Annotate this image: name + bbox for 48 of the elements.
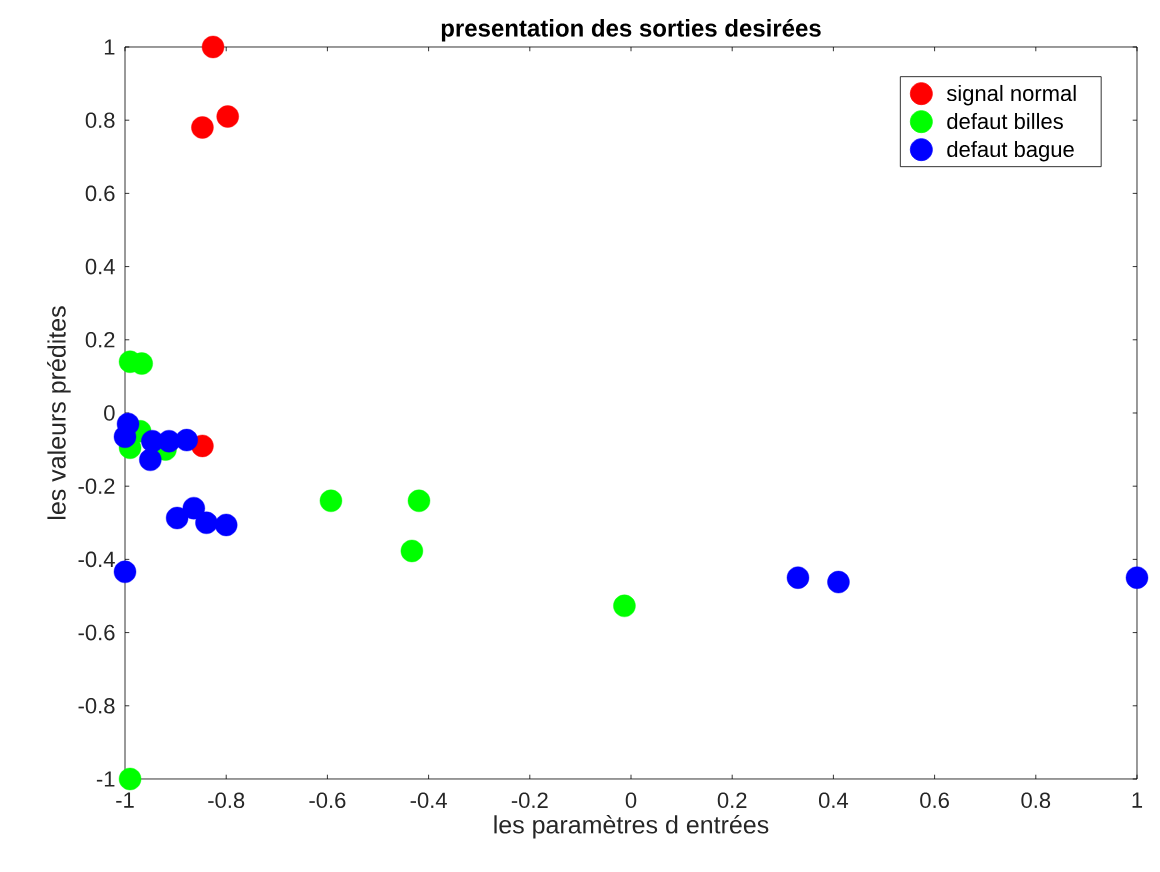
point bbox=[201, 35, 225, 59]
y-tick-label: -0.6 bbox=[78, 624, 115, 641]
x-tick-label: 0.4 bbox=[818, 792, 849, 809]
point bbox=[215, 513, 238, 537]
point bbox=[191, 116, 214, 139]
y-tick-label: 0.2 bbox=[85, 331, 115, 348]
x-tick-label: -0.6 bbox=[309, 792, 346, 809]
point bbox=[165, 506, 189, 530]
point bbox=[1125, 566, 1149, 589]
x-tick-label: 0 bbox=[625, 792, 637, 809]
y-tick-label: 0.8 bbox=[85, 112, 115, 128]
y-tick-label: 1 bbox=[104, 39, 115, 55]
y-tick-label: -0.2 bbox=[78, 478, 115, 494]
x-tick-label: -0.8 bbox=[208, 792, 245, 809]
point bbox=[400, 539, 424, 563]
legend-label: defaut bague bbox=[947, 140, 1074, 162]
y-tick-label: 0.4 bbox=[85, 258, 115, 275]
x-tick-label: 0.8 bbox=[1021, 792, 1051, 809]
point bbox=[139, 448, 162, 472]
point bbox=[195, 511, 218, 534]
point bbox=[827, 570, 850, 594]
y-tick-label: 0.6 bbox=[85, 185, 115, 202]
point bbox=[182, 496, 206, 520]
x-tick-label: -0.2 bbox=[511, 792, 548, 809]
point bbox=[216, 105, 239, 128]
point bbox=[175, 428, 198, 452]
chart-title: presentation des sorties desirées bbox=[441, 18, 821, 42]
point bbox=[407, 489, 431, 513]
x-tick-label: 1 bbox=[1132, 792, 1143, 808]
x-tick-label: -1 bbox=[116, 792, 134, 808]
x-tick-label: -0.4 bbox=[410, 792, 447, 809]
point bbox=[319, 489, 343, 513]
y-tick-label: -1 bbox=[96, 771, 115, 787]
y-axis-title: les valeurs prédites bbox=[47, 306, 71, 519]
y-tick-label: -0.4 bbox=[78, 551, 115, 568]
x-axis-title: les paramètres d entrées bbox=[494, 814, 769, 839]
y-tick-label: 0 bbox=[104, 405, 115, 421]
legend-label: signal normal bbox=[946, 84, 1076, 106]
point bbox=[118, 767, 142, 791]
x-tick-label: 0.6 bbox=[920, 792, 949, 809]
x-tick-label: 0.2 bbox=[717, 792, 747, 809]
point bbox=[786, 566, 810, 589]
legend-label: defaut billes bbox=[947, 112, 1063, 130]
point bbox=[113, 425, 137, 448]
point bbox=[113, 560, 137, 584]
point bbox=[157, 429, 181, 453]
y-tick-label: -0.8 bbox=[78, 697, 115, 714]
point bbox=[613, 594, 636, 618]
